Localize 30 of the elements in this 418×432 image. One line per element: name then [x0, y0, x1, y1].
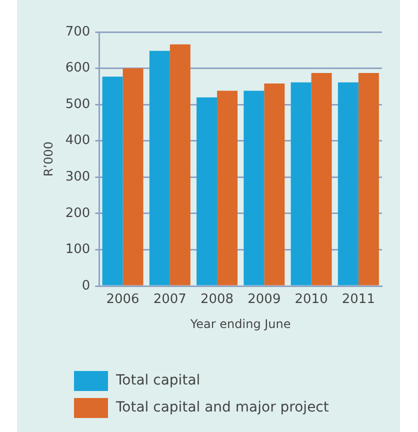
y-tick-label: 300 — [65, 170, 90, 185]
y-axis-title: R’000 — [41, 141, 56, 177]
bar — [170, 44, 190, 286]
y-tick-label: 700 — [65, 24, 90, 40]
bar — [311, 73, 332, 286]
bar — [196, 97, 218, 286]
y-tick-label: 0 — [82, 278, 90, 294]
x-tick-label: 2008 — [200, 292, 234, 308]
y-tick-label: 600 — [65, 60, 90, 76]
bar — [149, 50, 170, 286]
bar — [264, 84, 285, 286]
x-axis-title: Year ending June — [189, 316, 291, 331]
x-tick-label: 2011 — [342, 292, 375, 308]
bar — [217, 90, 238, 286]
bar — [244, 90, 264, 286]
bar — [358, 73, 379, 286]
bar — [122, 68, 144, 286]
x-tick-label: 2009 — [248, 292, 281, 308]
bar — [290, 82, 312, 286]
y-tick-label: 200 — [65, 206, 90, 221]
y-tick-label: 400 — [65, 133, 90, 148]
x-tick-label: 2006 — [106, 292, 140, 308]
bar — [338, 82, 358, 286]
legend-label: Total capital and major project — [115, 400, 330, 416]
legend-label: Total capital — [115, 372, 200, 389]
y-tick-label: 100 — [65, 242, 90, 258]
x-tick-label: 2010 — [294, 292, 328, 308]
y-tick-label: 500 — [65, 96, 90, 112]
bar — [102, 76, 123, 286]
x-tick-label: 2007 — [153, 292, 186, 308]
